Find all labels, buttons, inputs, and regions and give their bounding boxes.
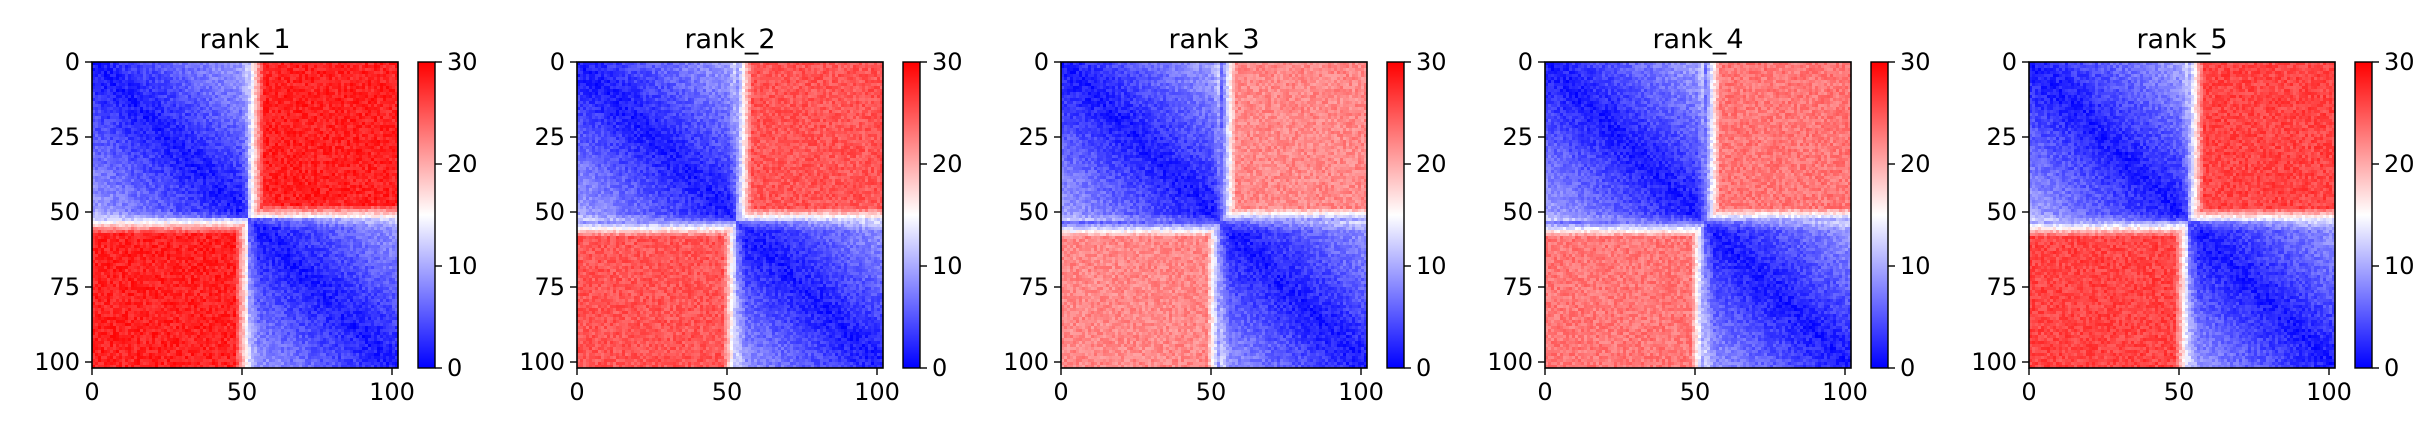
y-tick-label: 100 — [519, 348, 565, 376]
x-tick-label: 100 — [1822, 378, 1868, 406]
panel-title: rank_5 — [2136, 24, 2227, 55]
axes-frame — [91, 61, 399, 369]
x-tick-label: 100 — [1338, 378, 1384, 406]
colorbar-tick-label: 0 — [1900, 354, 1915, 382]
x-tick-label: 50 — [2164, 378, 2195, 406]
y-tick-label: 25 — [534, 123, 565, 151]
x-tick-label: 50 — [227, 378, 258, 406]
colorbar-tick-label: 20 — [447, 150, 478, 178]
colorbar — [1386, 61, 1405, 369]
heatmap-image — [1061, 62, 1367, 368]
x-tick-label: 100 — [2306, 378, 2352, 406]
y-tick-label: 25 — [1502, 123, 1533, 151]
y-tick-label: 75 — [1018, 273, 1049, 301]
y-tick-label: 25 — [1986, 123, 2017, 151]
y-tick-label: 75 — [49, 273, 80, 301]
y-tick-label: 0 — [2002, 48, 2017, 76]
colorbar-tick-label: 10 — [2384, 252, 2415, 280]
colorbar-tick-label: 30 — [447, 48, 478, 76]
panel-title: rank_3 — [1168, 24, 1259, 55]
colorbar — [2354, 61, 2373, 369]
y-tick-label: 75 — [1502, 273, 1533, 301]
y-tick-label: 75 — [1986, 273, 2017, 301]
x-tick-label: 100 — [854, 378, 900, 406]
colorbar — [902, 61, 921, 369]
x-tick-label: 50 — [1196, 378, 1227, 406]
y-tick-label: 25 — [1018, 123, 1049, 151]
colorbar-tick-label: 30 — [2384, 48, 2415, 76]
y-tick-label: 0 — [1034, 48, 1049, 76]
colorbar-tick-label: 30 — [1416, 48, 1447, 76]
heatmap-image — [577, 62, 883, 368]
colorbar-tick-label: 30 — [1900, 48, 1931, 76]
y-tick-label: 25 — [49, 123, 80, 151]
y-tick-label: 100 — [1003, 348, 1049, 376]
x-tick-label: 0 — [1053, 378, 1068, 406]
axes-frame — [2028, 61, 2336, 369]
heatmap-image — [1545, 62, 1851, 368]
x-tick-label: 0 — [569, 378, 584, 406]
y-tick-label: 0 — [65, 48, 80, 76]
axes-frame — [1060, 61, 1368, 369]
x-tick-label: 50 — [712, 378, 743, 406]
colorbar-tick-label: 0 — [1416, 354, 1431, 382]
colorbar-tick-label: 0 — [932, 354, 947, 382]
colorbar-tick-label: 10 — [1416, 252, 1447, 280]
panel-title: rank_4 — [1652, 24, 1743, 55]
heatmap-image — [92, 62, 398, 368]
colorbar-tick-label: 20 — [1900, 150, 1931, 178]
colorbar-tick-label: 0 — [2384, 354, 2399, 382]
colorbar-tick-label: 20 — [932, 150, 963, 178]
colorbar-tick-label: 30 — [932, 48, 963, 76]
colorbar — [417, 61, 436, 369]
y-tick-label: 50 — [534, 198, 565, 226]
x-tick-label: 100 — [369, 378, 415, 406]
y-tick-label: 50 — [1018, 198, 1049, 226]
panel-title: rank_2 — [684, 24, 775, 55]
y-tick-label: 100 — [1971, 348, 2017, 376]
colorbar-tick-label: 0 — [447, 354, 462, 382]
y-tick-label: 0 — [550, 48, 565, 76]
colorbar-tick-label: 20 — [1416, 150, 1447, 178]
y-tick-label: 50 — [1986, 198, 2017, 226]
y-tick-label: 75 — [534, 273, 565, 301]
heatmap-image — [2029, 62, 2335, 368]
y-tick-label: 100 — [1487, 348, 1533, 376]
x-tick-label: 0 — [1537, 378, 1552, 406]
axes-frame — [576, 61, 884, 369]
colorbar-tick-label: 20 — [2384, 150, 2415, 178]
colorbar-tick-label: 10 — [447, 252, 478, 280]
y-tick-label: 50 — [49, 198, 80, 226]
y-tick-label: 50 — [1502, 198, 1533, 226]
y-tick-label: 100 — [34, 348, 80, 376]
x-tick-label: 0 — [84, 378, 99, 406]
x-tick-label: 0 — [2021, 378, 2036, 406]
axes-frame — [1544, 61, 1852, 369]
colorbar-tick-label: 10 — [1900, 252, 1931, 280]
y-tick-label: 0 — [1518, 48, 1533, 76]
x-tick-label: 50 — [1680, 378, 1711, 406]
colorbar-tick-label: 10 — [932, 252, 963, 280]
panel-title: rank_1 — [199, 24, 290, 55]
colorbar — [1870, 61, 1889, 369]
